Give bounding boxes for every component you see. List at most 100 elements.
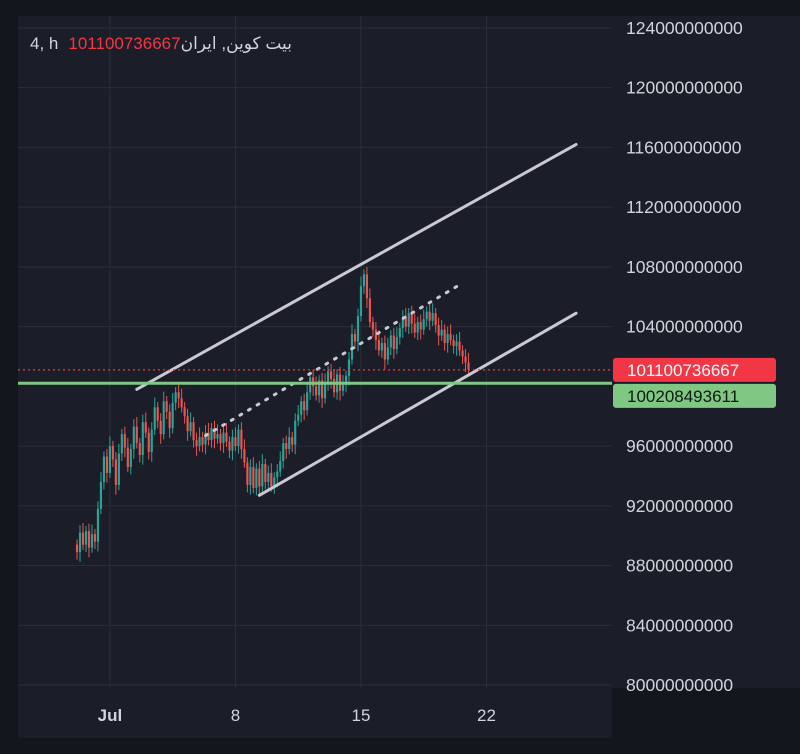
price-axis[interactable]: [612, 16, 800, 688]
candle-body: [135, 426, 138, 444]
candle-body: [347, 359, 351, 376]
x-tick-label: 22: [477, 706, 496, 725]
candle: [240, 422, 243, 459]
candle: [425, 306, 428, 327]
candle: [216, 424, 219, 444]
candle: [159, 413, 162, 444]
candle: [434, 307, 437, 333]
candle-body: [165, 401, 168, 412]
candle-body: [434, 313, 437, 326]
x-tick-label: Jul: [98, 706, 123, 725]
candle-body: [291, 437, 294, 445]
chart-legend[interactable]: 4, h بیت کوین, ایران101100736667: [30, 34, 292, 54]
candle: [347, 352, 351, 386]
candle-body: [255, 468, 258, 488]
candle-body: [249, 466, 252, 485]
candle-body: [315, 386, 318, 396]
candle-body: [285, 443, 288, 450]
candle: [252, 457, 255, 494]
candle: [237, 424, 240, 454]
candle-body: [377, 340, 380, 351]
candle: [395, 327, 398, 355]
price-tag-label: 100208493611: [627, 387, 739, 406]
candle-body: [368, 298, 371, 323]
candle-body: [81, 532, 85, 545]
candle-body: [240, 429, 243, 450]
candle-body: [282, 443, 285, 462]
candle-body: [201, 437, 204, 445]
candle-body: [318, 380, 321, 396]
candle-body: [455, 341, 458, 347]
candle-body: [303, 401, 306, 411]
candle: [147, 427, 150, 460]
candle: [306, 382, 309, 416]
candle: [446, 326, 449, 353]
candle: [315, 376, 318, 401]
candle-body: [243, 449, 246, 463]
candle: [398, 322, 401, 345]
candle-body: [183, 407, 186, 417]
candle-body: [374, 329, 377, 341]
candle: [365, 266, 369, 308]
candle: [431, 303, 434, 326]
candle-body: [144, 422, 147, 433]
candle-body: [93, 534, 97, 542]
candle-body: [446, 334, 449, 344]
candle: [219, 428, 222, 451]
candle: [329, 363, 333, 389]
candle-body: [126, 447, 129, 467]
time-axis[interactable]: [18, 688, 612, 738]
candle: [377, 330, 380, 356]
candle: [204, 425, 207, 455]
price-tag: 100208493611: [613, 383, 776, 408]
price-tag: 101100736667: [613, 357, 776, 382]
candle-body: [159, 420, 162, 435]
candle: [177, 384, 180, 408]
drawings[interactable]: [18, 142, 612, 497]
candle: [452, 334, 455, 354]
candle: [303, 393, 306, 420]
candle-body: [279, 461, 282, 472]
candle: [138, 437, 141, 463]
candle: [350, 324, 354, 365]
candle-body: [431, 313, 434, 321]
candle: [258, 461, 261, 497]
candle: [300, 396, 303, 423]
candle: [183, 402, 186, 424]
candle-body: [252, 466, 255, 488]
candle-body: [234, 437, 237, 447]
candle: [75, 539, 79, 560]
candle: [404, 307, 407, 332]
candle: [362, 269, 366, 294]
candle: [261, 454, 264, 492]
candle-body: [171, 402, 174, 429]
candle-body: [461, 350, 464, 357]
candle: [309, 372, 312, 400]
candle: [359, 276, 363, 322]
candle: [437, 317, 440, 346]
candle-body: [129, 449, 132, 467]
candle-body: [267, 472, 270, 482]
candle: [419, 314, 422, 340]
candle: [180, 388, 183, 413]
plot-area[interactable]: [18, 16, 612, 688]
candle-body: [341, 384, 345, 391]
candle: [392, 328, 395, 359]
candle-body: [189, 422, 192, 432]
candle-body: [383, 343, 386, 360]
candle: [324, 373, 327, 404]
candle-body: [356, 316, 360, 342]
candle: [458, 331, 461, 356]
y-tick-label: 104000000000: [626, 317, 743, 337]
candle-body: [425, 311, 428, 320]
candle-body: [132, 426, 135, 450]
candle: [243, 439, 246, 468]
candle: [144, 412, 147, 438]
candle-body: [326, 371, 330, 384]
candle-body: [365, 274, 369, 299]
candle: [132, 419, 135, 459]
candle-body: [246, 462, 249, 485]
candle-body: [371, 322, 374, 330]
